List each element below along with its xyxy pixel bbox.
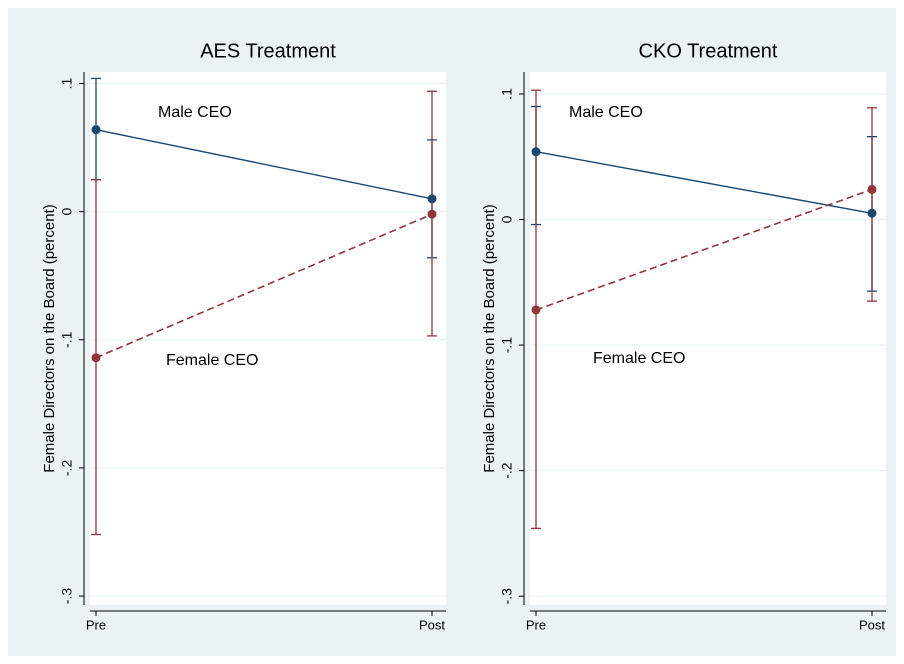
y-axis-title: Female Directors on the Board (percent)	[481, 204, 498, 472]
plot-area	[90, 72, 446, 605]
series-label: Female CEO	[593, 350, 685, 367]
y-tick-label: -.2	[499, 462, 515, 479]
series-label: Female CEO	[166, 352, 258, 369]
series-line	[95, 213, 433, 359]
data-point	[867, 184, 877, 194]
y-tick-label: -.1	[59, 331, 75, 348]
error-bar	[867, 107, 877, 302]
series-line	[95, 128, 433, 200]
data-point	[531, 305, 541, 315]
chart-title: AES Treatment	[200, 40, 336, 62]
data-point	[867, 208, 877, 218]
y-tick-label: 0	[59, 208, 75, 216]
x-tick-label: Pre	[86, 617, 106, 632]
data-point	[427, 209, 437, 219]
data-point	[91, 353, 101, 363]
data-point	[427, 194, 437, 204]
x-tick-label: Pre	[526, 617, 546, 632]
series-line	[535, 151, 873, 214]
series-line	[535, 188, 873, 311]
y-tick-label: -.3	[499, 588, 515, 605]
x-tick-label: Post	[859, 617, 885, 632]
chart-title: CKO Treatment	[639, 40, 778, 62]
series-label: Male CEO	[569, 104, 643, 121]
y-tick-label: -.2	[59, 460, 75, 477]
y-tick-label: 0	[499, 215, 515, 223]
y-tick-label: .1	[499, 88, 515, 100]
data-point	[531, 147, 541, 157]
plot-area	[530, 72, 886, 605]
y-tick-label: -.1	[499, 337, 515, 354]
y-tick-label: -.3	[59, 588, 75, 605]
x-tick-label: Post	[419, 617, 445, 632]
data-point	[91, 125, 101, 135]
y-tick-label: .1	[59, 77, 75, 89]
y-axis-title: Female Directors on the Board (percent)	[41, 204, 58, 472]
series-label: Male CEO	[158, 104, 232, 121]
